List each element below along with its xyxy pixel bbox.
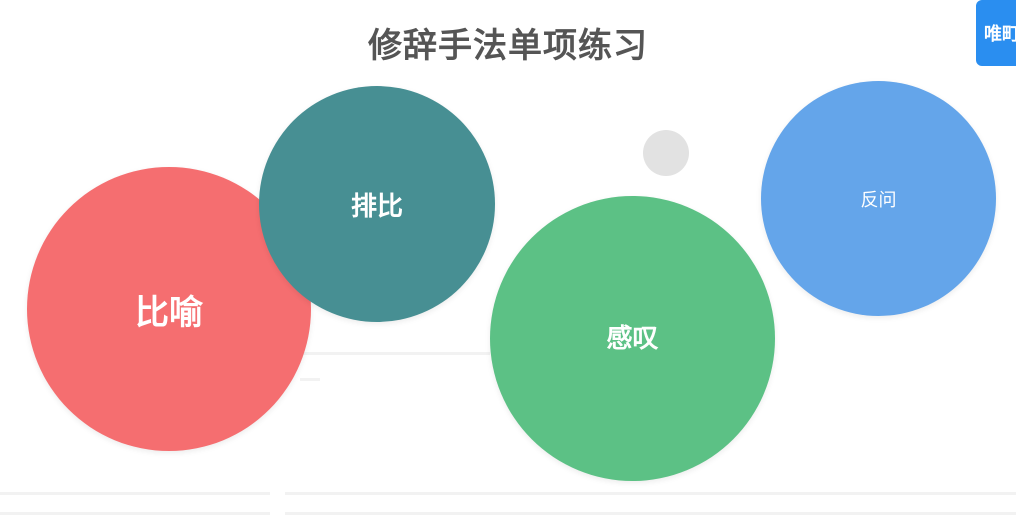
page-title: 修辞手法单项练习 xyxy=(368,26,648,66)
bubble-exclamation-label: 感叹 xyxy=(606,324,659,354)
corner-badge-label: 唯町 xyxy=(984,24,1016,45)
divider xyxy=(0,512,270,515)
bubble-simile-label: 比喻 xyxy=(135,292,203,333)
bubble-rhetorical-question-label: 反问 xyxy=(860,189,897,211)
divider xyxy=(280,352,490,355)
divider xyxy=(285,492,1016,495)
divider xyxy=(300,378,320,381)
divider xyxy=(285,512,1016,515)
divider xyxy=(0,492,270,495)
bubble-parallelism-label: 排比 xyxy=(350,191,403,222)
decorative-dot xyxy=(643,130,689,176)
bubble-exclamation[interactable]: 感叹 xyxy=(490,196,775,481)
bubble-rhetorical-question[interactable]: 反问 xyxy=(761,81,996,316)
bubble-parallelism[interactable]: 排比 xyxy=(259,86,495,322)
corner-badge[interactable]: 唯町 xyxy=(976,0,1016,66)
